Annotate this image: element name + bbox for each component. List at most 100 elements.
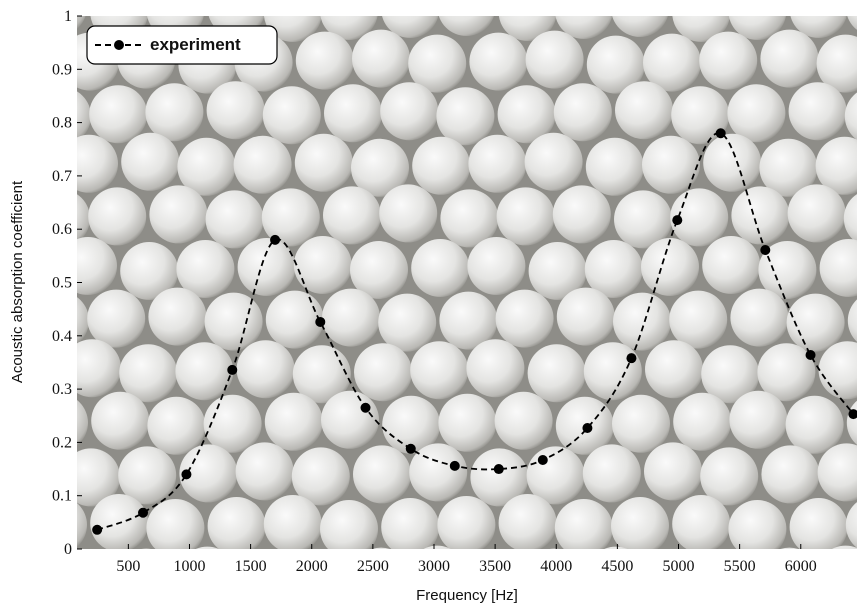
sphere [77,194,90,243]
sphere [703,133,762,192]
sphere [177,137,236,196]
sphere [353,445,411,504]
sphere [412,136,471,195]
sphere [61,551,119,607]
sphere [382,16,439,38]
sphere [408,34,467,93]
sphere [644,442,702,501]
sphere [527,344,586,403]
sphere [815,136,857,195]
sphere [77,503,87,547]
sphere [701,345,760,404]
sphere [789,498,848,549]
sphere [89,85,148,144]
data-point [315,316,326,327]
sphere [613,292,671,351]
sphere [494,391,553,450]
sphere [759,138,818,197]
sphere [583,342,642,401]
sphere [670,188,729,247]
sphere [582,444,641,503]
sphere [77,448,120,507]
sphere [727,84,786,143]
sphere [145,83,204,142]
sphere [378,293,437,352]
sphere [612,394,670,453]
sphere [77,134,118,193]
sphere [470,448,529,507]
sphere [700,447,759,506]
sphere [466,339,525,398]
sphere [614,190,672,249]
sphere [321,390,379,449]
sphere [785,395,844,454]
sphere [146,499,205,549]
sphere [323,186,381,245]
x-tick-label: 5000 [663,558,695,575]
sphere [121,132,180,191]
sphere [728,16,786,40]
sphere [642,135,700,194]
sphere [237,238,296,296]
sphere [293,236,352,294]
sphere [423,545,451,549]
sphere [195,546,219,549]
sphere [438,16,494,36]
sphere [354,343,412,402]
y-axis-title: Acoustic absorption coefficient [9,180,26,383]
data-point [138,507,149,518]
sphere [295,31,354,90]
sphere [702,236,761,294]
y-tick-label: 0.8 [52,115,72,132]
sphere [847,16,857,30]
sphere [439,291,498,350]
sphere [496,187,555,246]
sphere [175,342,234,401]
sphere [643,33,701,92]
sphere [381,498,440,549]
y-tick-label: 0.5 [52,275,72,292]
sphere [847,299,857,342]
sphere [88,187,147,246]
data-point [760,244,771,255]
sphere [468,134,527,193]
sphere [233,135,292,194]
legend: experiment [86,25,278,65]
sphere [261,188,320,247]
sphere [641,238,699,296]
data-point [405,443,416,454]
legend-label: experiment [150,35,241,54]
x-tick-label: 5500 [724,558,756,575]
sphere [844,92,857,140]
sphere [350,241,408,299]
data-point [449,460,460,471]
sphere [119,344,178,403]
sphere [757,343,816,402]
sphere [469,32,528,91]
sphere [760,29,819,88]
sphere [728,500,787,549]
sphere [203,394,262,453]
sphere [553,83,612,142]
sphere [235,442,294,501]
plot-area [92,128,857,535]
sphere [294,133,353,192]
legend-marker [114,40,124,50]
sphere [410,341,469,400]
sphere [818,341,857,400]
sphere [320,500,378,549]
sphere [90,494,149,549]
sphere [761,445,820,504]
sphere [831,545,857,549]
x-tick-label: 2500 [357,558,389,575]
sphere [673,392,732,451]
sphere [790,16,847,38]
x-tick-label: 500 [116,558,140,575]
y-tick-label: 1 [64,8,72,25]
sphere [437,496,496,549]
data-point [537,454,548,465]
data-point [181,469,192,480]
sphere [77,237,117,295]
data-point [582,423,593,434]
